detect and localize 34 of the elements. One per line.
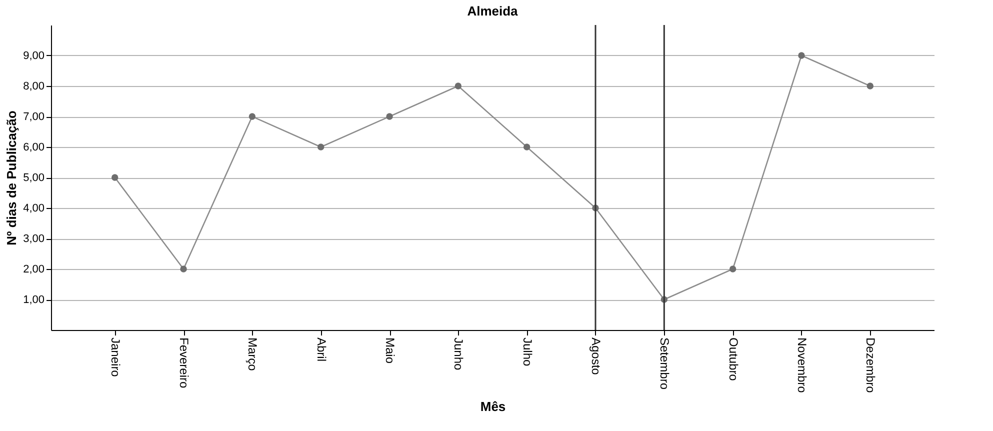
- x-tick-label: Janeiro: [108, 338, 122, 378]
- x-tick-label: Agosto: [588, 338, 603, 376]
- point: [454, 82, 462, 90]
- point: [523, 144, 530, 150]
- point: [317, 144, 324, 150]
- x-tick-label: Novembro: [794, 338, 809, 394]
- y-tick-label: 9,00: [23, 50, 44, 62]
- x-tick-label: Junho: [452, 338, 466, 371]
- x-tick-label: Abril: [314, 338, 328, 362]
- point: [248, 113, 256, 120]
- y-tick-label: 4,00: [23, 202, 44, 214]
- point: [798, 52, 805, 59]
- y-tick-label: 2,00: [23, 264, 44, 276]
- y-tick-label: 1,00: [23, 294, 44, 306]
- point: [866, 82, 874, 90]
- y-axis-title: Nº dias de Publicação: [4, 110, 20, 246]
- y-tick-label: 6,00: [23, 142, 44, 154]
- point: [112, 174, 118, 181]
- y-tick-label: 5,00: [23, 172, 44, 184]
- x-tick-label: Outubro: [726, 338, 740, 382]
- chart-title: Almeida: [467, 3, 519, 18]
- point: [729, 266, 736, 272]
- y-tick-label: 7,00: [23, 111, 44, 123]
- x-tick-label: Fevereiro: [177, 338, 192, 389]
- point: [180, 266, 187, 272]
- x-tick-label: Março: [246, 338, 260, 372]
- x-tick-label: Maio: [383, 338, 398, 364]
- x-axis-title: Mês: [480, 398, 506, 414]
- y-tick-label: 8,00: [23, 80, 44, 92]
- x-tick-label: Dezembro: [864, 338, 878, 394]
- x-tick-label: Julho: [520, 338, 534, 367]
- point: [386, 113, 393, 120]
- y-tick-label: 3,00: [23, 233, 44, 245]
- x-tick-label: Setembro: [658, 338, 672, 390]
